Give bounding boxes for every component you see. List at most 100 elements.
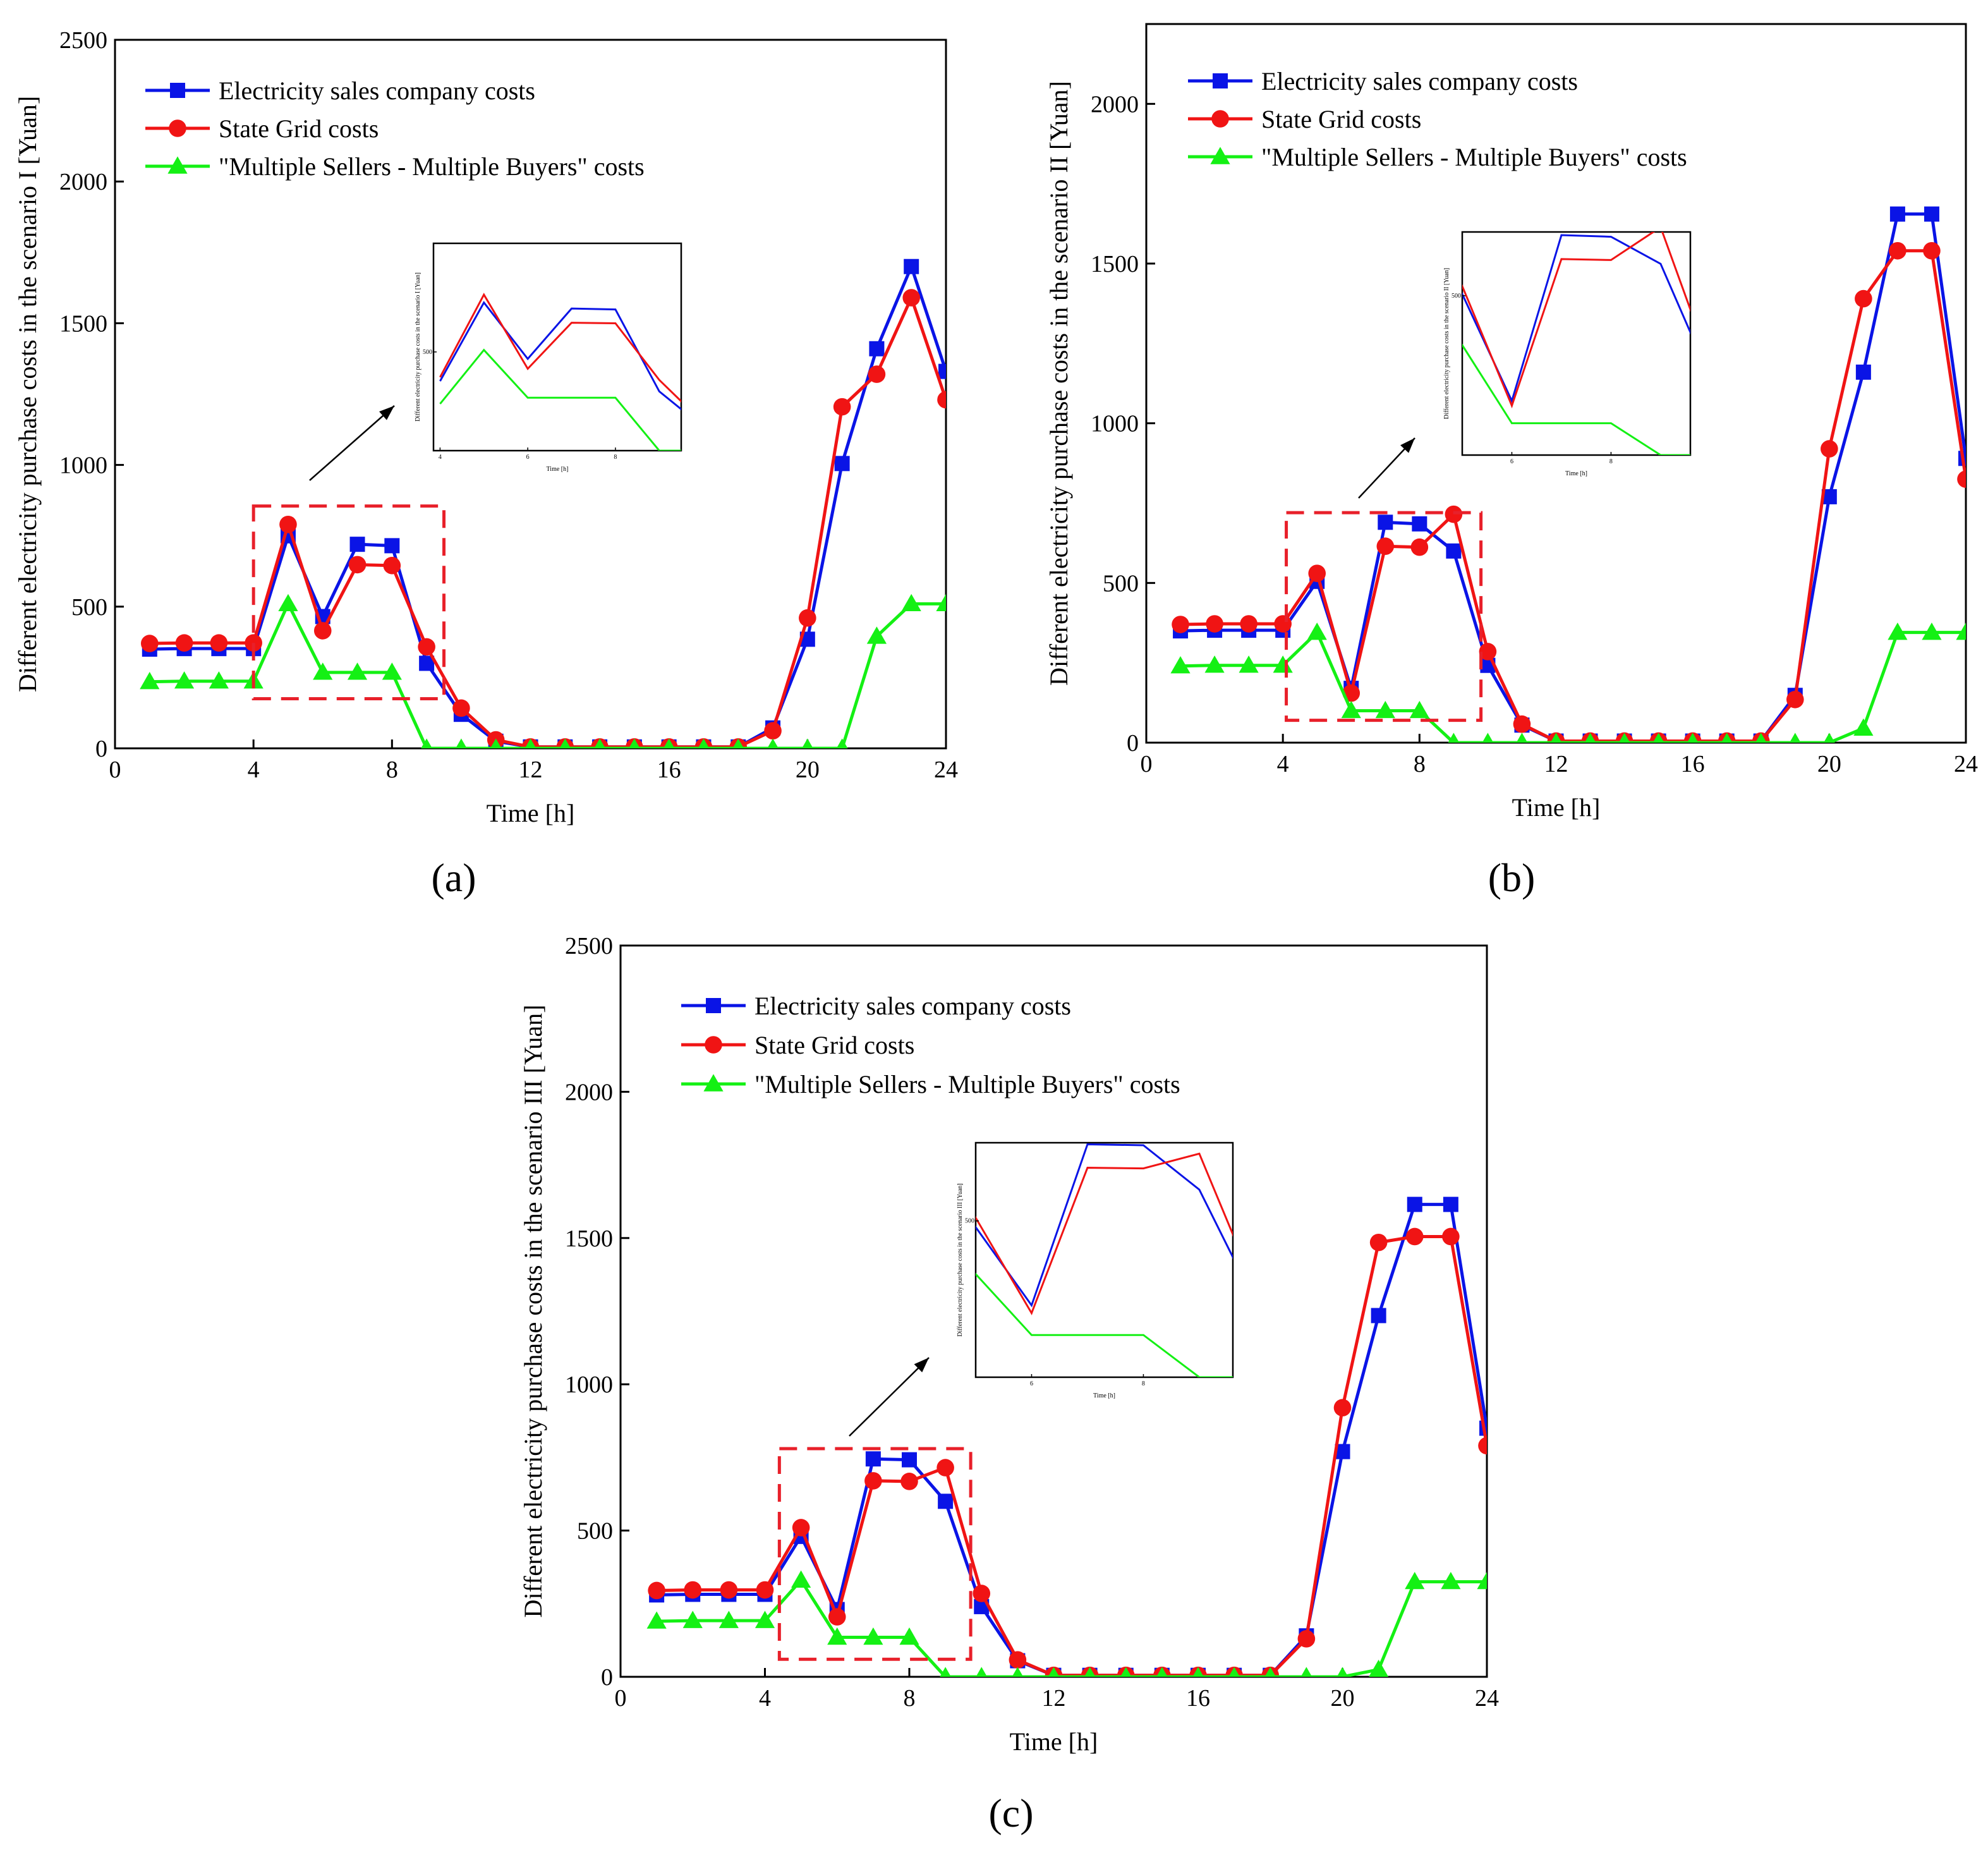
series-layer	[140, 259, 946, 748]
data-point-triangle	[1721, 733, 1733, 743]
inset-series-layer	[439, 293, 681, 451]
data-point-triangle	[1264, 1667, 1276, 1677]
data-point-triangle	[209, 671, 229, 689]
legend-marker-square	[1213, 73, 1228, 88]
inset-chart: 6 8 500 Time [h] Different electricity purch…	[1443, 231, 1692, 477]
data-point-circle	[452, 699, 470, 717]
inset-chart: 6 8 500 Time [h] Different electricity purch…	[957, 1141, 1234, 1399]
data-point-square	[1407, 1196, 1422, 1212]
data-point-square	[865, 1451, 881, 1467]
data-point-triangle	[1300, 1667, 1312, 1677]
data-point-circle	[868, 365, 886, 383]
data-point-triangle	[1369, 1659, 1389, 1677]
x-tick-label: 16	[1681, 751, 1705, 777]
data-point-triangle	[140, 672, 160, 690]
inset-x-axis-title: Time [h]	[547, 466, 569, 473]
data-point-square	[1443, 1196, 1458, 1212]
data-point-circle	[1274, 615, 1292, 633]
y-tick-label: 1000	[1091, 411, 1139, 437]
inset-series-line	[439, 293, 681, 403]
x-tick-label: 20	[1331, 1685, 1355, 1712]
y-tick-label: 1500	[1091, 251, 1139, 277]
data-point-triangle	[1375, 700, 1395, 719]
legend-label: State Grid costs	[1261, 105, 1421, 133]
data-point-triangle	[1482, 733, 1494, 743]
data-point-circle	[833, 398, 851, 416]
data-point-triangle	[1170, 656, 1191, 674]
inset-x-axis-title: Time [h]	[1565, 470, 1587, 477]
data-point-circle	[902, 289, 921, 307]
data-point-triangle	[313, 662, 333, 680]
data-point-circle	[1376, 537, 1395, 556]
data-point-circle	[1479, 643, 1497, 660]
data-point-square	[834, 456, 850, 472]
inset-x-axis-title: Time [h]	[1093, 1392, 1115, 1399]
y-tick-label: 2000	[59, 169, 107, 195]
x-tick-label: 12	[1544, 751, 1568, 777]
data-point-triangle	[559, 738, 571, 748]
inset-y-tick-label: 500	[1452, 293, 1461, 300]
data-point-triangle	[1584, 733, 1596, 743]
data-point-circle	[720, 1581, 738, 1599]
data-point-square	[938, 363, 946, 379]
panel-a-chart: 0 4 8 12 16 20 24 0 500 1000 1500 2000 2500 Time [h] D…	[13, 27, 958, 827]
data-point-triangle	[1448, 733, 1460, 743]
x-tick-label: 4	[1277, 751, 1289, 777]
legend-label: State Grid costs	[219, 114, 379, 143]
data-point-circle	[1333, 1399, 1352, 1417]
y-tick-label: 0	[1127, 730, 1139, 757]
data-point-circle	[1923, 241, 1941, 260]
data-point-circle	[973, 1585, 991, 1602]
data-point-circle	[210, 634, 228, 652]
inset-series-line	[976, 1143, 1233, 1308]
data-point-triangle	[1550, 733, 1562, 743]
x-tick-label: 20	[1817, 751, 1841, 777]
x-tick-label: 8	[386, 757, 398, 783]
data-point-circle	[383, 556, 401, 575]
x-tick-label: 0	[109, 757, 121, 783]
data-point-circle	[1445, 505, 1463, 523]
data-point-square	[1412, 516, 1427, 532]
data-point-triangle	[421, 738, 433, 748]
data-point-square	[1889, 206, 1905, 222]
data-point-triangle	[347, 662, 368, 680]
zoom-highlight-box	[252, 504, 446, 701]
inset-y-tick-label: 500	[423, 349, 432, 356]
data-point-circle	[799, 609, 816, 627]
data-point-triangle	[827, 1627, 847, 1645]
zoom-highlight-box	[777, 1447, 973, 1661]
inset-series-line	[1462, 343, 1690, 455]
data-point-circle	[1889, 241, 1906, 260]
data-point-triangle	[1204, 655, 1225, 673]
legend-marker-square	[170, 83, 185, 98]
data-point-circle	[1442, 1227, 1460, 1246]
data-point-circle	[1308, 564, 1326, 582]
panel-b-chart: 0 4 8 12 16 20 24 0 500 1000 1500 2000 Time [h] Diffe…	[1045, 23, 1978, 822]
y-axis-title: Different electricity purchase costs in …	[13, 96, 42, 692]
inset-y-axis-title: Different electricity purchase costs in …	[1443, 268, 1450, 419]
data-point-circle	[1478, 1437, 1487, 1455]
legend-label: "Multiple Sellers - Multiple Buyers" cos…	[755, 1070, 1180, 1098]
data-point-square	[1446, 543, 1462, 559]
x-tick-label: 24	[1475, 1685, 1499, 1712]
data-point-triangle	[1084, 1667, 1096, 1677]
x-tick-label: 12	[519, 757, 543, 783]
data-point-triangle	[1341, 700, 1361, 719]
legend-label: "Multiple Sellers - Multiple Buyers" cos…	[1261, 143, 1687, 171]
data-point-square	[869, 341, 885, 356]
data-point-circle	[348, 556, 367, 574]
panel-c-label: (c)	[988, 1791, 1033, 1835]
data-point-circle	[936, 1459, 954, 1476]
inset-x-tick-label: 4	[439, 454, 442, 461]
inset-x-tick-label: 8	[1609, 458, 1613, 465]
x-tick-label: 24	[934, 757, 958, 783]
data-point-triangle	[1228, 1667, 1240, 1677]
data-point-triangle	[755, 1610, 775, 1628]
x-tick-label: 8	[904, 1685, 916, 1712]
data-point-circle	[1369, 1233, 1388, 1251]
data-point-triangle	[836, 738, 848, 748]
data-point-triangle	[278, 593, 298, 612]
y-tick-label: 2500	[565, 933, 613, 959]
data-point-triangle	[767, 738, 779, 748]
